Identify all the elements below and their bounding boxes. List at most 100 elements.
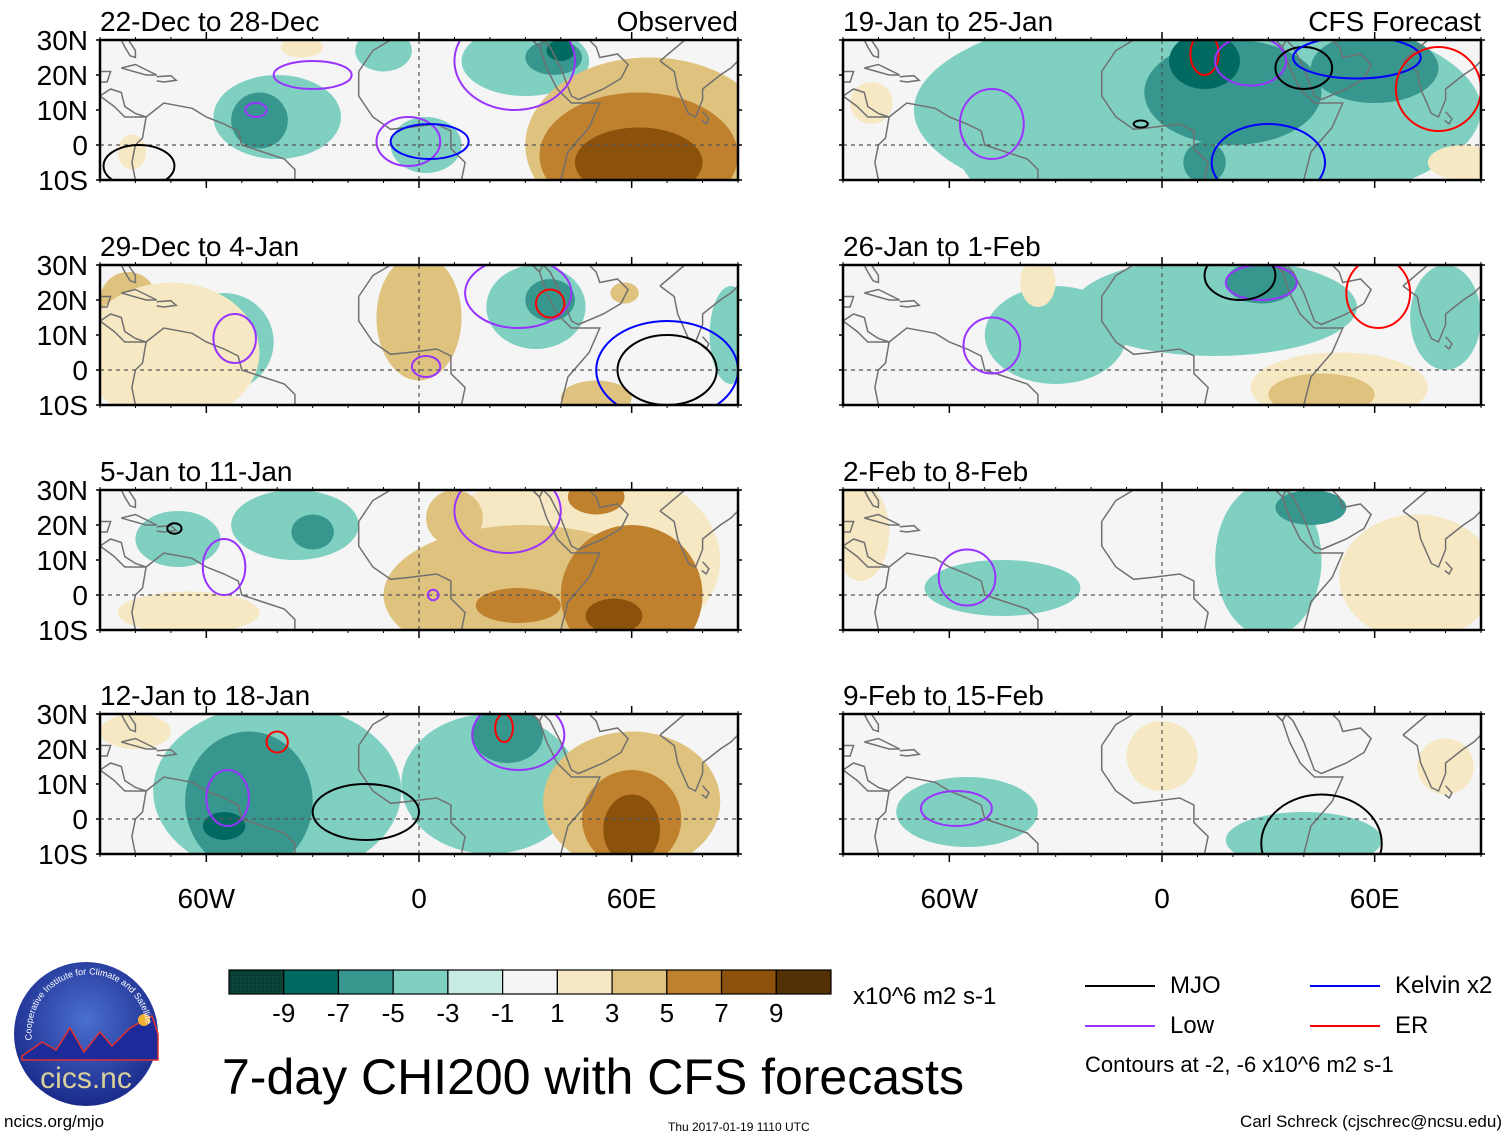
contour-legend: MJO Kelvin x2 Low ER [1085,972,1510,1082]
logo-mountains [21,1014,159,1061]
coastline-srilanka [1444,561,1453,576]
contour-er [1394,46,1481,132]
colorbar-tick-label: 7 [714,998,728,1028]
contour-mjo [1260,793,1383,854]
panel-date-label: 22-Dec to 28-Dec [100,6,319,37]
legend-item-mjo: MJO [1085,972,1221,1000]
y-tick-label: 0 [72,804,88,835]
legend-line-er [1310,1025,1380,1027]
coastline-camerica [100,313,147,343]
panel-content [100,714,738,854]
map-panel: 30N 20N 10N 0 10S 22-Dec to 28-Dec Observed [37,6,742,196]
colorbar-swatch [337,969,394,995]
anomaly-shading [100,282,260,405]
coastline-hisp [899,299,921,308]
panel-content [100,265,738,405]
coastline-cuba [864,63,901,76]
colorbar-swatch [228,969,285,995]
coastline-india [1402,265,1481,344]
coastline-sinai [531,490,544,499]
anomaly-shading [603,794,661,854]
coastline-cuba [864,288,901,301]
coastline-srilanka [701,785,710,800]
figure-title: 7-day CHI200 with CFS forecasts [222,1049,964,1105]
coastline-florida [863,40,880,59]
legend-label-low: Low [1170,1012,1215,1039]
colorbar-swatch [502,969,558,995]
coastline-cuba [121,288,158,301]
contour-low [937,548,997,607]
coastline-sinai [1274,490,1287,499]
legend-item-kelvin: Kelvin x2 [1310,972,1492,1000]
contour-low [212,313,257,364]
legend-item-low: Low [1085,1012,1214,1040]
anomaly-shading [135,511,221,567]
contour-mjo [1203,265,1277,301]
contour-kelvin-x2 [1292,40,1422,80]
panel-content [843,714,1481,854]
anomaly-shading [585,598,643,630]
coastline-cuba [864,737,901,750]
contour-er [534,288,566,319]
coastline-yucatan [843,70,855,83]
colorbar-swatch [720,969,777,995]
contour-er [1189,40,1220,76]
coastline-florida [120,714,137,733]
contour-mjo [311,783,421,841]
colorbar-tick-label: -7 [327,998,350,1028]
y-tick-label: 10N [37,545,88,576]
coastline-cuba [864,513,901,526]
coastline-florida [863,490,880,509]
anomaly-shading [850,82,893,124]
colorbar-tick-label: 3 [605,998,619,1028]
website-link[interactable]: ncics.org/mjo [4,1112,105,1131]
anomaly-shading [280,40,324,58]
anomaly-shading [1339,514,1481,630]
map-panel: 9-Feb to 15-Feb 60W 0 60E [839,680,1485,914]
y-tick-label: 10S [38,390,88,421]
y-tick-label: 0 [72,130,88,161]
panel-date-label: 26-Jan to 1-Feb [843,231,1041,262]
colorbar-tick-label: 9 [769,998,783,1028]
coastline-florida [120,265,137,284]
x-tick-label: 60W [921,883,979,914]
contour-mjo [1274,46,1334,90]
coastline-camerica [843,313,890,343]
coastline-yucatan [843,744,855,757]
panel-date-label: 29-Dec to 4-Jan [100,231,299,262]
anomaly-shading [1183,141,1226,180]
contour-kelvin-x2 [1210,123,1327,180]
logo-sun-icon [138,1014,150,1026]
colorbar-tick-label: -3 [436,998,459,1028]
coastline-srilanka [701,561,710,576]
coastline-florida [863,265,880,284]
x-tick-label: 60E [607,883,657,914]
coastline-yucatan [100,70,112,83]
coastline-samerica [131,776,296,854]
coastline-camerica [100,762,147,792]
coastline-hisp [156,74,178,83]
map-panel: 26-Jan to 1-Feb [839,231,1485,413]
contour-low [471,714,566,771]
colorbar-swatch [556,969,613,995]
colorbar-swatch [447,969,504,995]
y-tick-label: 30N [37,699,88,730]
anomaly-shading [472,714,544,763]
legend-label-kelvin: Kelvin x2 [1395,972,1493,999]
contour-er [1345,265,1412,329]
y-tick-label: 20N [37,510,88,541]
panel-date-label: 9-Feb to 15-Feb [843,680,1044,711]
coastline-india [659,714,738,793]
map-panel: 30N 20N 10N 0 10S 12-Jan to 18-Jan 60W 0 60E [37,680,742,914]
colorbar-tick-label: -1 [491,998,514,1028]
coastline-samerica [874,102,1039,180]
contour-note: Contours at -2, -6 x10^6 m2 s-1 [1085,1052,1394,1077]
y-tick-label: 10N [37,769,88,800]
contour-low [962,316,1022,375]
coastline-sinai [1274,714,1287,723]
coastline-sinai [531,714,544,723]
contour-mjo [616,334,718,405]
coastline-arabia [542,714,630,775]
coastline-arabia [1285,714,1373,775]
